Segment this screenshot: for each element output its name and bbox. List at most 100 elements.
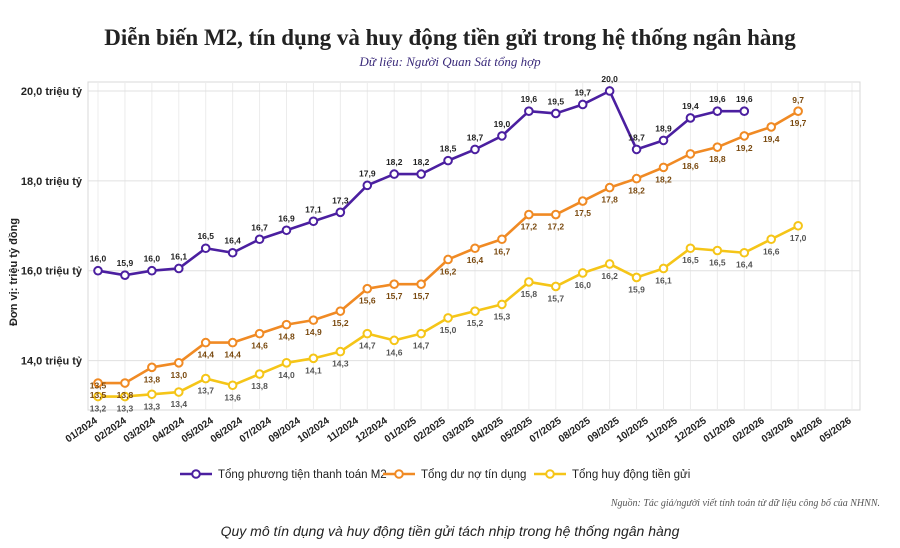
data-label: 14,6 [386, 347, 403, 357]
data-point [739, 106, 750, 117]
data-label: 17,2 [521, 222, 538, 232]
legend-entry-label: Tổng huy động tiền gửi [572, 469, 690, 481]
data-label: 17,0 [790, 233, 807, 243]
data-point [147, 362, 157, 373]
data-label: 19,4 [763, 134, 780, 144]
data-label: 13,8 [144, 374, 161, 384]
x-tick-label: 01/2024 [64, 415, 100, 445]
data-point [577, 196, 588, 206]
data-point [335, 346, 346, 357]
data-point [389, 279, 400, 289]
x-tick-label: 08/2025 [557, 415, 593, 445]
data-label: 13,8 [117, 390, 134, 400]
legend-swatch-marker [191, 469, 201, 479]
data-label: 14,7 [359, 341, 376, 351]
data-point [227, 247, 238, 258]
data-point [550, 108, 561, 119]
data-point [631, 272, 642, 283]
data-label: 18,5 [440, 144, 457, 154]
data-label: 16,4 [467, 255, 484, 265]
data-point [604, 182, 615, 193]
data-point [335, 207, 346, 218]
data-point [416, 169, 426, 179]
data-point [200, 243, 211, 254]
data-label: 18,7 [467, 132, 484, 142]
data-label: 14,4 [224, 350, 241, 360]
data-point [497, 299, 507, 310]
legend-entry-label: Tổng dư nợ tín dụng [421, 469, 526, 481]
data-label: 19,7 [574, 87, 591, 97]
data-point [766, 122, 777, 132]
data-point [739, 131, 750, 141]
data-label: 16,1 [171, 251, 188, 261]
data-label: 13,6 [224, 392, 241, 402]
x-tick-label: 04/2026 [789, 415, 825, 445]
data-point [577, 99, 588, 110]
data-point [389, 169, 400, 179]
data-label: 17,8 [601, 195, 618, 205]
data-label: 18,2 [386, 157, 403, 167]
y-tick-label: 14,0 triệu tỷ [21, 356, 83, 368]
data-label: 16,0 [574, 280, 591, 290]
data-label: 13,5 [90, 381, 107, 391]
data-label: 15,0 [440, 325, 457, 335]
data-label: 16,7 [251, 222, 268, 232]
data-point [254, 234, 265, 245]
data-point [550, 281, 561, 292]
data-label: 16,0 [144, 254, 161, 264]
data-point [93, 378, 103, 388]
x-tick-label: 05/2024 [180, 415, 216, 445]
chart-source: Nguồn: Tác giả/người viết tính toán từ d… [610, 498, 880, 509]
data-label: 16,2 [440, 266, 457, 276]
x-tick-label: 05/2026 [818, 415, 854, 445]
data-point [389, 335, 400, 346]
data-label: 9,7 [792, 95, 804, 105]
data-point [497, 131, 507, 141]
x-tick-label: 09/2024 [267, 415, 303, 445]
data-point [335, 306, 346, 316]
data-label: 14,9 [305, 327, 322, 337]
data-point [739, 247, 750, 258]
data-label: 14,7 [413, 341, 430, 351]
x-tick-label: 02/2026 [731, 415, 767, 445]
data-label: 19,4 [682, 101, 699, 111]
x-tick-label: 12/2025 [673, 415, 709, 445]
data-point [658, 135, 669, 146]
data-label: 19,5 [548, 96, 565, 106]
data-label: 18,2 [628, 186, 645, 196]
legend-swatch-marker [545, 469, 555, 479]
data-point [685, 113, 696, 123]
x-tick-label: 02/2024 [93, 415, 129, 445]
data-point [93, 265, 103, 276]
data-point [308, 315, 319, 325]
data-point [550, 209, 561, 220]
data-label: 17,2 [548, 222, 565, 232]
data-point [93, 391, 103, 402]
data-label: 16,1 [655, 275, 672, 285]
data-label: 15,7 [548, 293, 565, 303]
x-tick-label: 12/2024 [354, 415, 390, 445]
data-label: 17,1 [305, 204, 322, 214]
data-label: 18,2 [413, 157, 430, 167]
chart-subtitle: Dữ liệu: Người Quan Sát tổng hợp [359, 54, 541, 69]
data-label: 15,8 [521, 289, 538, 299]
data-point [443, 155, 453, 166]
data-point [173, 358, 184, 368]
data-point [658, 162, 669, 173]
data-point [227, 380, 238, 391]
data-label: 14,1 [305, 365, 322, 375]
x-tick-label: 07/2025 [528, 415, 564, 445]
data-point [120, 391, 130, 402]
data-label: 17,3 [332, 195, 349, 205]
data-label: 15,2 [467, 318, 484, 328]
data-label: 15,7 [413, 291, 430, 301]
data-label: 13,8 [251, 381, 268, 391]
data-label: 16,7 [494, 246, 511, 256]
data-point [362, 328, 373, 339]
data-point [712, 106, 723, 117]
data-point [712, 245, 723, 256]
x-tick-label: 10/2025 [615, 415, 651, 445]
data-point [254, 369, 265, 379]
data-point [604, 259, 615, 269]
